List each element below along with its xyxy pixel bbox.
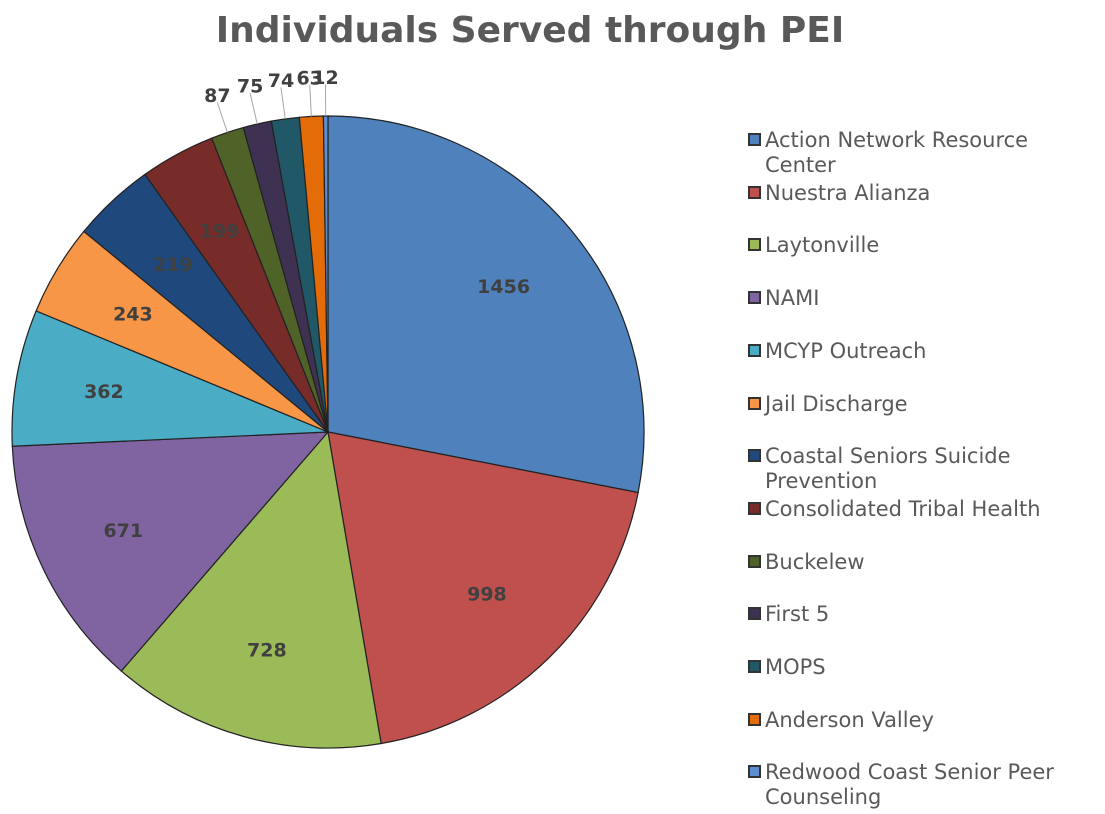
data-label: 1456: [477, 276, 530, 298]
pie-slice: [327, 115, 645, 494]
legend-swatch: [748, 660, 761, 673]
legend-label: Anderson Valley: [765, 707, 934, 732]
legend-swatch: [748, 607, 761, 621]
legend-item: Consolidated Tribal Health: [748, 497, 1093, 522]
legend-label: Consolidated Tribal Health: [765, 496, 1041, 521]
legend-item: MCYP Outreach: [748, 339, 1093, 364]
pie-slice: [11, 431, 330, 672]
data-label: 75: [237, 76, 263, 98]
leader-line: [216, 102, 228, 133]
legend-label: Nuestra Alianza: [765, 180, 931, 205]
legend-item: Nuestra Alianza: [748, 181, 1093, 206]
data-label: 362: [84, 381, 124, 403]
legend-item: Anderson Valley: [748, 708, 1093, 733]
legend-label: Redwood Coast Senior Peer Counseling: [765, 760, 1054, 810]
pie-slice: [11, 310, 329, 447]
legend-swatch: [748, 238, 761, 252]
legend-item: Action Network Resource Center: [748, 128, 1093, 178]
data-label: 998: [467, 583, 507, 605]
leader-line: [309, 84, 312, 117]
leader-line: [249, 93, 258, 125]
data-label: 63: [296, 67, 322, 89]
data-label: 728: [247, 640, 287, 662]
legend-swatch: [748, 185, 761, 199]
pie-slice: [327, 431, 639, 745]
legend-label: Jail Discharge: [765, 391, 908, 416]
legend-item: First 5: [748, 602, 1093, 627]
legend-label: MOPS: [765, 655, 826, 679]
legend-swatch: [748, 133, 761, 146]
legend-item: Jail Discharge: [748, 392, 1093, 417]
legend-swatch: [748, 343, 761, 357]
pie-slice: [120, 430, 382, 749]
legend-item: NAMI: [748, 286, 1093, 311]
data-label: 671: [103, 520, 143, 542]
legend-swatch: [748, 501, 761, 515]
data-label: 219: [153, 254, 193, 276]
legend-swatch: [748, 449, 761, 463]
legend-label: Buckelew: [765, 549, 865, 574]
legend-swatch: [748, 396, 761, 410]
legend-swatch: [748, 712, 761, 726]
legend-swatch: [748, 291, 761, 305]
legend-item: Coastal Seniors Suicide Prevention: [748, 444, 1093, 494]
legend-item: Buckelew: [748, 550, 1093, 575]
legend-item: Laytonville: [748, 233, 1093, 258]
legend-label: First 5: [765, 602, 830, 627]
legend-swatch: [748, 554, 761, 568]
legend-label: Coastal Seniors Suicide Prevention: [765, 444, 1011, 494]
legend-item: MOPS: [748, 655, 1093, 680]
leader-line: [280, 87, 286, 119]
legend-label: NAMI: [765, 286, 820, 311]
legend-label: Laytonville: [765, 233, 880, 258]
legend-swatch: [748, 765, 761, 779]
legend-label: MCYP Outreach: [765, 338, 927, 363]
data-label: 243: [113, 303, 153, 325]
data-label: 74: [268, 70, 294, 92]
chart-title: Individuals Served through PEI: [216, 10, 844, 51]
data-label: 87: [204, 85, 230, 107]
legend-label: Action Network Resource Center: [765, 128, 1029, 177]
data-label: 12: [312, 67, 338, 89]
legend-item: Redwood Coast Senior Peer Counseling: [748, 760, 1093, 810]
data-label: 199: [200, 221, 240, 243]
